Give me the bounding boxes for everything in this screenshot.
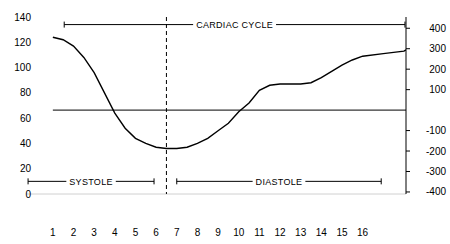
y2-axis-line xyxy=(406,17,407,194)
x-tick-label: 11 xyxy=(254,227,265,238)
y2-tick xyxy=(406,171,410,172)
reference-line xyxy=(53,110,406,111)
y-tick-label: 80 xyxy=(20,87,32,98)
x-tick-label: 14 xyxy=(316,227,328,238)
y2-tick-label: 200 xyxy=(429,64,446,75)
x-tick-label: 16 xyxy=(357,227,369,238)
y2-tick-label: 300 xyxy=(429,43,446,54)
y-tick-label: 140 xyxy=(14,12,31,23)
annotation-end xyxy=(176,178,177,184)
y-tick-label: 20 xyxy=(20,163,32,174)
y2-tick xyxy=(406,191,410,192)
plot-area xyxy=(53,17,406,194)
y2-tick-label: -300 xyxy=(426,166,446,177)
annotation-bg xyxy=(193,19,276,31)
x-tick-label: 5 xyxy=(133,227,139,238)
annotation-end xyxy=(64,22,65,28)
y2-tick-label: -200 xyxy=(426,146,446,157)
y2-tick xyxy=(406,69,410,70)
y2-tick xyxy=(406,89,410,90)
y2-tick-label: 100 xyxy=(429,84,446,95)
y-tick-label: 100 xyxy=(14,62,31,73)
annotation-text: DIASTOLE xyxy=(256,177,303,187)
y-tick-label: 120 xyxy=(14,37,31,48)
annotation-text: SYSTOLE xyxy=(69,177,112,187)
annotation-text: CARDIAC CYCLE xyxy=(196,20,273,30)
annotation-end xyxy=(381,178,382,184)
annotation-bg xyxy=(253,176,306,188)
y2-tick xyxy=(406,130,410,131)
reference-line xyxy=(166,17,167,194)
y2-tick-label: -400 xyxy=(426,186,446,197)
x-tick-label: 13 xyxy=(295,227,307,238)
y-tick-label: 0 xyxy=(25,189,31,200)
x-tick-label: 9 xyxy=(215,227,221,238)
annotation: SYSTOLE xyxy=(28,176,154,188)
annotation-end xyxy=(28,178,29,184)
y2-tick-label: -100 xyxy=(426,125,446,136)
x-tick-label: 6 xyxy=(153,227,159,238)
y2-tick-label: 400 xyxy=(429,23,446,34)
annotation: DIASTOLE xyxy=(177,176,381,188)
x-tick-label: 2 xyxy=(71,227,77,238)
y2-tick xyxy=(406,48,410,49)
x-tick-label: 12 xyxy=(274,227,286,238)
x-tick-label: 7 xyxy=(174,227,180,238)
annotation: CARDIAC CYCLE xyxy=(64,19,405,31)
curve xyxy=(53,37,406,148)
y2-tick xyxy=(406,151,410,152)
chart: 0 20 40 60 80 100 120 140 -400 -300 -200 -100 100 200… xyxy=(0,0,450,244)
y-tick-label: 60 xyxy=(20,113,32,124)
x-tick-label: 1 xyxy=(50,227,56,238)
x-tick-label: 4 xyxy=(112,227,118,238)
y-tick-label: 40 xyxy=(20,138,32,149)
y2-tick xyxy=(406,28,410,29)
annotation-end xyxy=(404,22,405,28)
x-tick-label: 15 xyxy=(336,227,348,238)
x-tick-label: 8 xyxy=(195,227,201,238)
annotation-bg xyxy=(66,176,115,188)
x-tick-label: 3 xyxy=(91,227,97,238)
x-axis-line xyxy=(26,194,406,195)
annotation-end xyxy=(154,178,155,184)
x-tick-label: 10 xyxy=(233,227,245,238)
